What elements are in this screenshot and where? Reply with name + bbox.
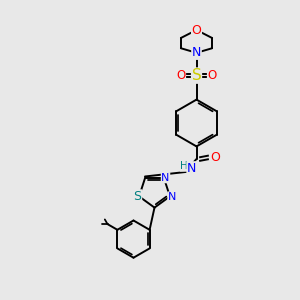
Text: O: O bbox=[176, 69, 185, 82]
Text: S: S bbox=[192, 68, 201, 83]
Text: O: O bbox=[192, 23, 201, 37]
Text: N: N bbox=[192, 46, 201, 59]
Text: O: O bbox=[210, 151, 220, 164]
Text: H: H bbox=[180, 161, 188, 171]
Text: O: O bbox=[208, 69, 217, 82]
Text: S: S bbox=[134, 190, 142, 203]
Text: N: N bbox=[187, 162, 196, 175]
Text: N: N bbox=[168, 192, 176, 202]
Text: N: N bbox=[161, 173, 170, 183]
